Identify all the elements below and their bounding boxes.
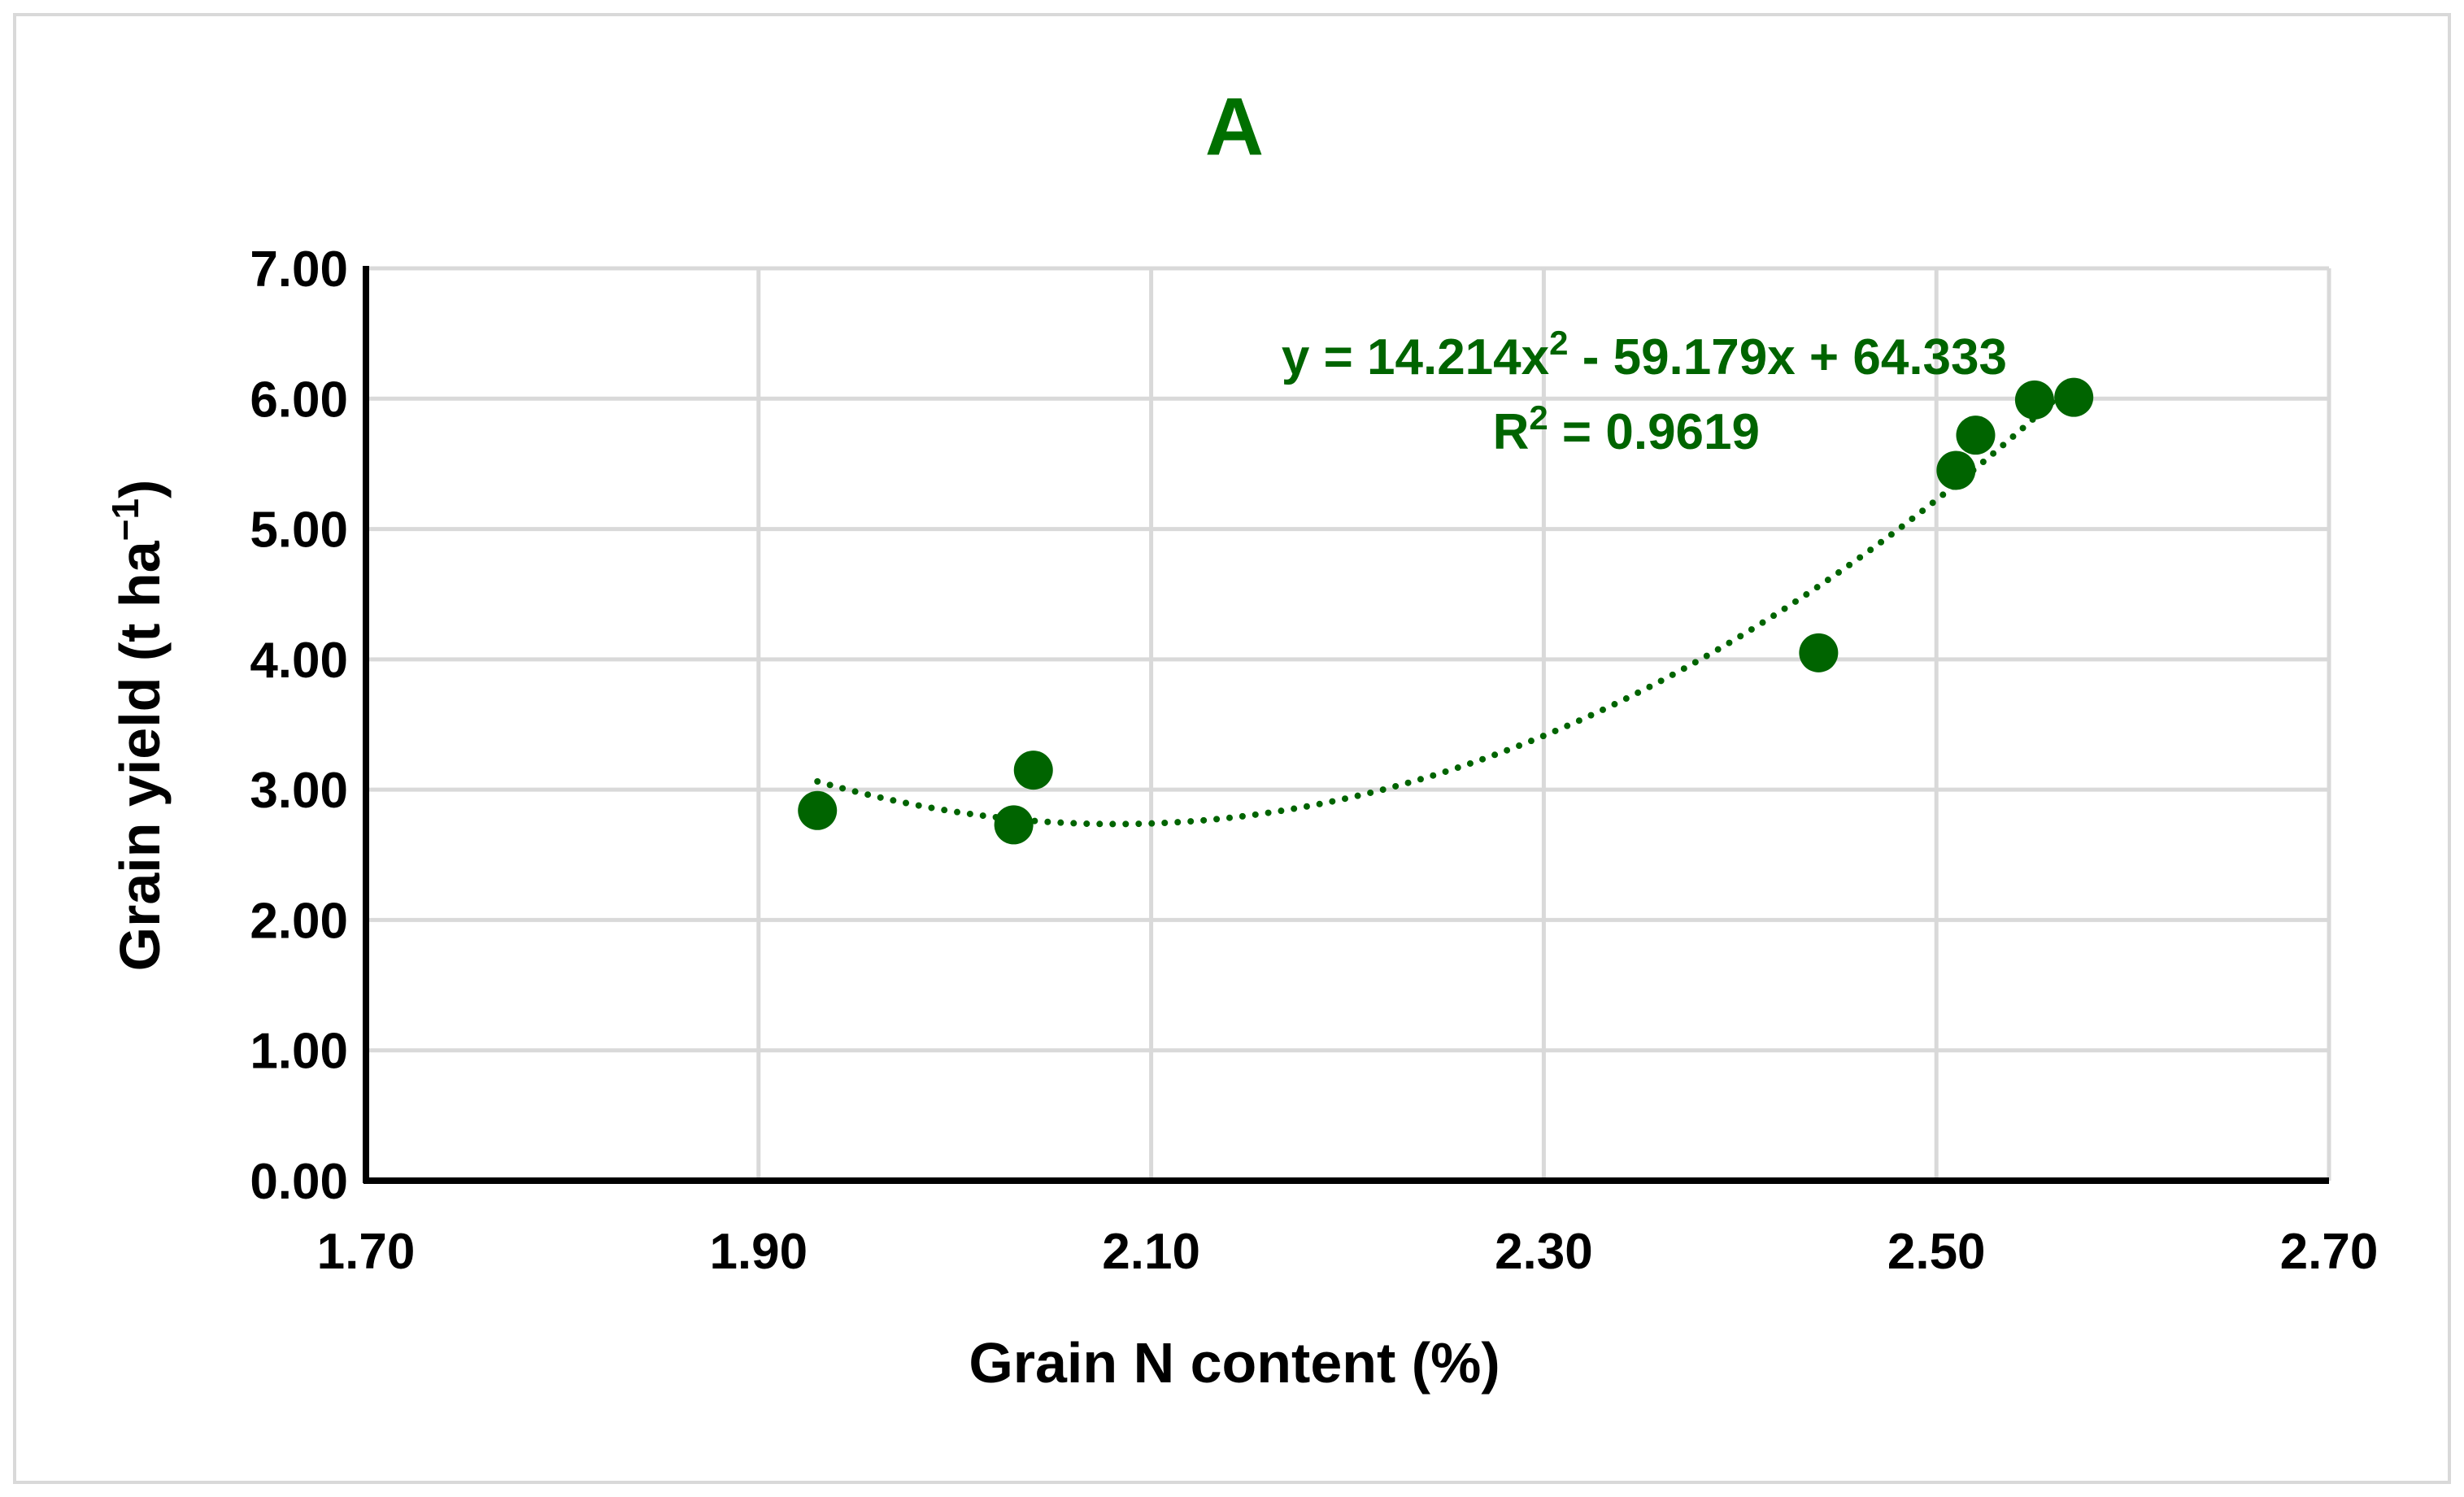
data-point-8 bbox=[2054, 377, 2094, 417]
y-axis-title-superscript: −1 bbox=[104, 498, 146, 541]
y-tick-label-3: 3.00 bbox=[250, 763, 348, 819]
data-point-6 bbox=[1956, 416, 1996, 455]
y-tick-label-7: 7.00 bbox=[250, 242, 348, 298]
y-tick-label-1: 1.00 bbox=[250, 1024, 348, 1080]
data-point-1 bbox=[798, 790, 838, 830]
data-point-3 bbox=[1013, 751, 1053, 790]
data-points bbox=[798, 377, 2094, 845]
r2-part-a: R bbox=[1493, 404, 1530, 460]
chart-title: A bbox=[1205, 81, 1264, 172]
y-tick-label-0: 0.00 bbox=[250, 1154, 348, 1210]
equation-part-b: - 59.179x + 64.333 bbox=[1568, 329, 2007, 385]
y-tick-label-2: 2.00 bbox=[250, 893, 348, 949]
x-tick-label-1: 1.90 bbox=[709, 1224, 808, 1280]
x-axis-title: Grain N content (%) bbox=[969, 1331, 1500, 1395]
r2-superscript: 2 bbox=[1529, 398, 1548, 437]
r-squared-label: R2 = 0.9619 bbox=[1493, 398, 1760, 460]
equation-superscript: 2 bbox=[1549, 324, 1568, 362]
trendline-group bbox=[814, 379, 2078, 828]
axes bbox=[363, 266, 2329, 1184]
trendline bbox=[814, 379, 2078, 828]
grid-lines bbox=[366, 266, 2331, 1181]
data-point-5 bbox=[1936, 450, 1976, 490]
y-axis-title-close: ) bbox=[108, 480, 172, 498]
x-tick-label-2: 2.10 bbox=[1102, 1224, 1200, 1280]
chart-frame bbox=[13, 13, 2451, 1484]
data-point-7 bbox=[2014, 380, 2054, 420]
y-tick-label-4: 4.00 bbox=[250, 633, 348, 689]
y-tick-label-5: 5.00 bbox=[250, 503, 348, 559]
r2-part-b: = 0.9619 bbox=[1548, 404, 1760, 460]
trendline-equation: y = 14.214x2 - 59.179x + 64.333 bbox=[1282, 324, 2007, 385]
equation-part-a: y = 14.214x bbox=[1282, 329, 1550, 385]
tick-labels: 0.00 1.00 2.00 3.00 4.00 5.00 6.00 7.00 1.70 1.90… bbox=[250, 242, 2378, 1280]
y-tick-label-6: 6.00 bbox=[250, 372, 348, 428]
y-axis-title-main: Grain yield (t ha bbox=[108, 540, 172, 971]
x-tick-label-3: 2.30 bbox=[1495, 1224, 1593, 1280]
data-point-4 bbox=[1799, 633, 1839, 672]
x-tick-label-0: 1.70 bbox=[317, 1224, 416, 1280]
data-point-2 bbox=[994, 805, 1034, 845]
x-tick-label-5: 2.70 bbox=[2280, 1224, 2379, 1280]
x-tick-label-4: 2.50 bbox=[1887, 1224, 1986, 1280]
y-axis-title: Grain yield (t ha−1) bbox=[104, 480, 172, 972]
